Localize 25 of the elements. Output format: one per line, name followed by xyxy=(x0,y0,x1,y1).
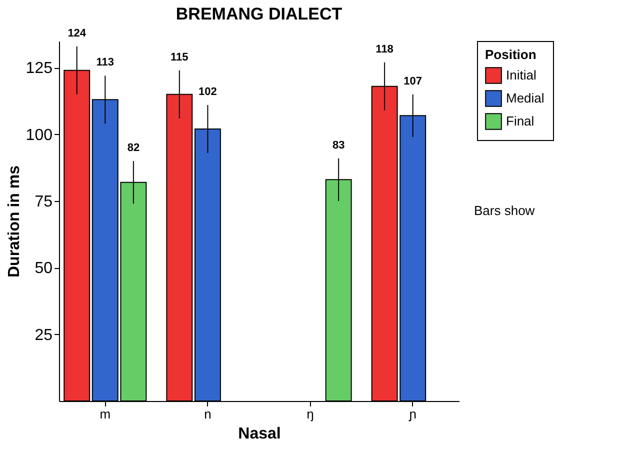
data-label: 102 xyxy=(198,86,217,98)
data-label: 113 xyxy=(96,56,114,69)
x-tick-label: n xyxy=(204,406,212,422)
x-tick-label: m xyxy=(100,406,111,422)
x-tick-label: ɲ xyxy=(408,406,416,422)
data-label: 83 xyxy=(332,139,345,152)
y-tick-label: 25 xyxy=(34,326,53,344)
legend-label: Medial xyxy=(506,90,544,106)
x-tick-label: ŋ xyxy=(306,406,314,422)
data-label: 115 xyxy=(170,51,188,64)
y-tick-label: 75 xyxy=(34,194,53,210)
y-tick-label: 100 xyxy=(26,126,53,144)
data-label: 118 xyxy=(376,43,394,56)
legend-label: Initial xyxy=(506,68,536,82)
data-label: 107 xyxy=(404,75,422,88)
text: Bars show xyxy=(474,203,536,218)
legend-label: Final xyxy=(506,114,534,128)
legend-title: Position xyxy=(485,47,536,62)
y-tick-label: 125 xyxy=(26,60,53,78)
y-tick-label: 50 xyxy=(34,260,53,278)
x-axis-title: Nasal xyxy=(238,426,281,442)
chart-title: BREMANG DIALECT xyxy=(176,4,343,24)
y-axis-title: Duration in ms xyxy=(6,165,23,278)
data-label: 82 xyxy=(127,142,140,154)
data-label: 124 xyxy=(68,27,87,40)
